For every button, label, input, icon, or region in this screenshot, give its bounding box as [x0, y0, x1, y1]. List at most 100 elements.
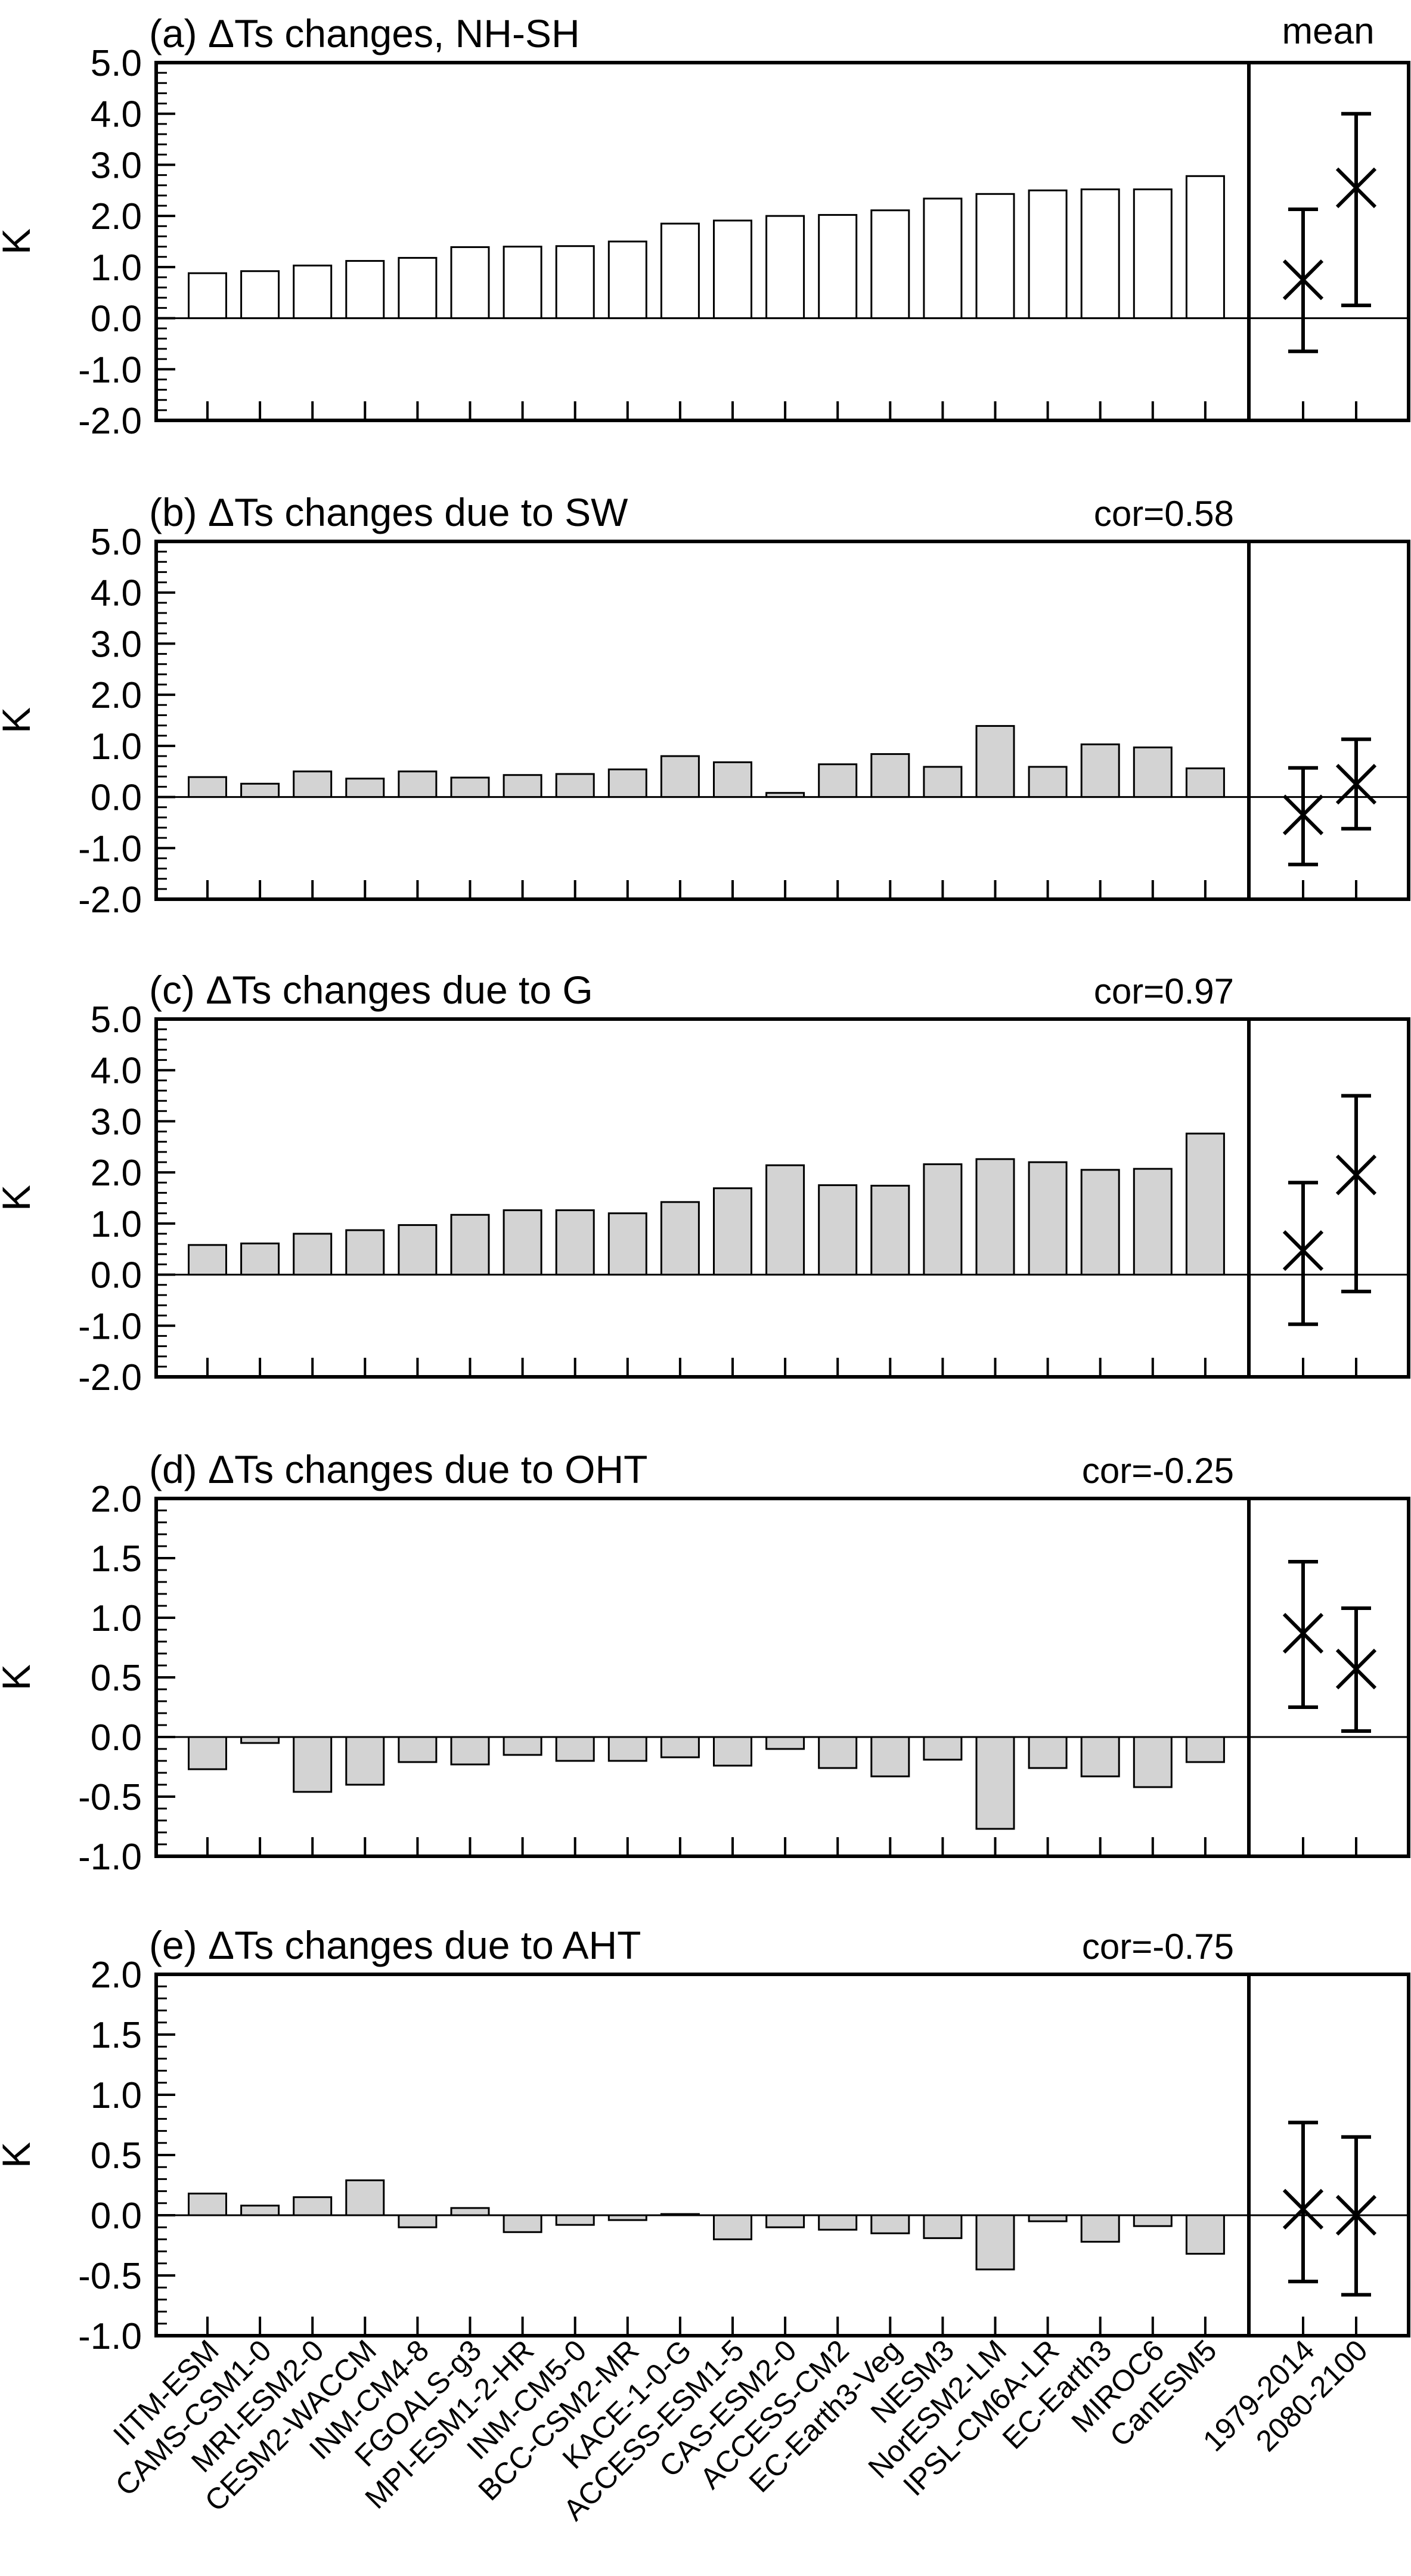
y-tick-label: 1.0: [91, 1204, 142, 1245]
bar-MPI-ESM1-2-HR: [503, 1736, 542, 1756]
y-tick-label: 0.0: [91, 1717, 142, 1758]
bar-NESM3: [923, 197, 963, 320]
bar-EC-Earth3-Veg: [870, 209, 910, 320]
y-tick-label: 5.0: [91, 999, 142, 1041]
x-axis-labels: IITM-ESMCAMS-CSM1-0MRI-ESM2-0CESM2-WACCM…: [107, 2333, 1374, 2527]
y-tick-label: -1.0: [78, 349, 142, 391]
cor-label: cor=0.97: [1094, 971, 1234, 1011]
bar-MRI-ESM2-0: [293, 1736, 333, 1793]
y-tick-label: -0.5: [78, 2256, 142, 2297]
plot-frame: [154, 1017, 1410, 1379]
bar-CESM2-WACCM: [345, 260, 385, 320]
bar-EC-Earth3-Veg: [870, 2214, 910, 2234]
bar-KACE-1-0-G: [660, 755, 700, 798]
bar-IPSL-CM6A-LR: [1028, 2214, 1068, 2222]
bar-IPSL-CM6A-LR: [1028, 1736, 1068, 1769]
bar-MPI-ESM1-2-HR: [503, 774, 542, 798]
y-tick-label: 1.0: [91, 726, 142, 767]
y-tick-label: 1.0: [91, 2075, 142, 2116]
bar-CAMS-CSM1-0: [240, 1242, 280, 1276]
y-tick-label: 1.0: [91, 1598, 142, 1639]
panel-title: (e) ΔTs changes due to AHT: [149, 1923, 641, 1967]
bar-CESM2-WACCM: [345, 778, 385, 798]
mean-marker-2080-2100: [1335, 1094, 1377, 1293]
bar-EC-Earth3-Veg: [870, 1184, 910, 1276]
plot-frame: [154, 1497, 1410, 1858]
mean-marker-1979-2014: [1282, 208, 1324, 354]
bar-NorESM2-LM: [975, 193, 1015, 320]
y-tick-label: 4.0: [91, 94, 142, 135]
bar-IITM-ESM: [188, 2193, 227, 2216]
bar-NorESM2-LM: [975, 724, 1015, 798]
bar-EC-Earth3: [1080, 188, 1120, 320]
bar-MRI-ESM2-0: [293, 770, 333, 798]
y-tick-label: 5.0: [91, 522, 142, 563]
bar-INM-CM5-0: [555, 245, 595, 320]
bar-MIROC6: [1133, 188, 1173, 320]
cor-label: cor=-0.25: [1082, 1451, 1234, 1491]
y-axis-label: K: [0, 707, 38, 733]
bar-EC-Earth3: [1080, 1736, 1120, 1778]
mean-marker-2080-2100: [1335, 2135, 1377, 2297]
bar-KACE-1-0-G: [660, 1736, 700, 1758]
mean-marker-1979-2014: [1282, 1181, 1324, 1326]
y-tick-label: 3.0: [91, 1101, 142, 1143]
cor-label: cor=0.58: [1094, 494, 1234, 534]
bar-NESM3: [923, 2214, 963, 2239]
bar-MPI-ESM1-2-HR: [503, 246, 542, 320]
bar-CAMS-CSM1-0: [240, 2205, 280, 2216]
bar-KACE-1-0-G: [660, 222, 700, 320]
panels: (a) ΔTs changes, NH-SH mean K -2.0 -1.0 0.0 1.…: [0, 11, 1410, 2357]
bar-ACCESS-ESM1-5: [713, 761, 752, 798]
bar-MRI-ESM2-0: [293, 1233, 333, 1276]
bar-MRI-ESM2-0: [293, 264, 333, 320]
mean-marker-2080-2100: [1335, 1606, 1377, 1733]
panel-b: (b) ΔTs changes due to SW cor=0.58 K -2.0 -1…: [0, 490, 1410, 921]
y-tick-label: 0.0: [91, 299, 142, 340]
bar-FGOALS-g3: [450, 2207, 490, 2216]
y-tick-label: 0.5: [91, 1658, 142, 1699]
bar-INM-CM4-8: [398, 1736, 438, 1763]
bar-CAMS-CSM1-0: [240, 1736, 280, 1744]
y-tick-label: 4.0: [91, 1051, 142, 1092]
y-tick-label: 2.0: [91, 1955, 142, 1996]
bar-CESM2-WACCM: [345, 2179, 385, 2216]
bar-MIROC6: [1133, 1168, 1173, 1276]
bar-ACCESS-CM2: [818, 1184, 858, 1276]
bar-ACCESS-CM2: [818, 763, 858, 798]
bar-CAS-ESM2-0: [765, 2214, 805, 2228]
panel-title: (d) ΔTs changes due to OHT: [149, 1447, 647, 1491]
bar-FGOALS-g3: [450, 246, 490, 320]
bar-IITM-ESM: [188, 1736, 227, 1770]
bar-BCC-CSM2-MR: [607, 240, 647, 320]
bar-NESM3: [923, 1736, 963, 1761]
panel-c: (c) ΔTs changes due to G cor=0.97 K -2.0 -1.…: [0, 968, 1410, 1398]
bar-CanESM5: [1185, 2214, 1225, 2255]
bar-IITM-ESM: [188, 776, 227, 798]
y-tick-label: 3.0: [91, 624, 142, 665]
bar-FGOALS-g3: [450, 1736, 490, 1766]
y-axis-label: K: [0, 2142, 38, 2168]
y-tick-label: -0.5: [78, 1777, 142, 1818]
bar-MPI-ESM1-2-HR: [503, 1209, 542, 1276]
bar-EC-Earth3: [1080, 2214, 1120, 2243]
bar-NorESM2-LM: [975, 1158, 1015, 1276]
bar-CAS-ESM2-0: [765, 215, 805, 320]
y-tick-label: 0.0: [91, 1255, 142, 1296]
plot-frame: [154, 540, 1410, 901]
y-tick-label: -2.0: [78, 1357, 142, 1398]
panel-title: (b) ΔTs changes due to SW: [149, 490, 628, 534]
bar-INM-CM5-0: [555, 2214, 595, 2226]
bar-BCC-CSM2-MR: [607, 768, 647, 798]
y-tick-label: 1.0: [91, 247, 142, 289]
bar-ACCESS-ESM1-5: [713, 219, 752, 320]
bar-ACCESS-CM2: [818, 1736, 858, 1769]
bar-CanESM5: [1185, 1132, 1225, 1276]
mean-marker-2080-2100: [1335, 737, 1377, 831]
bar-NESM3: [923, 1163, 963, 1276]
y-axis-label: K: [0, 228, 38, 255]
bar-CESM2-WACCM: [345, 1736, 385, 1786]
bar-ACCESS-ESM1-5: [713, 1736, 752, 1767]
y-axis-label: K: [0, 1664, 38, 1690]
y-tick-label: 2.0: [91, 675, 142, 716]
